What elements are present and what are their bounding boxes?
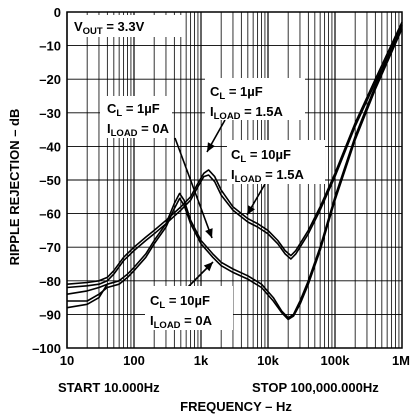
- x-axis-label: FREQUENCY – Hz: [180, 399, 292, 414]
- annotation-pointer: [174, 137, 213, 239]
- annotation-box: [227, 140, 325, 184]
- curves: [66, 21, 403, 321]
- x-tick-label: 100: [123, 353, 145, 368]
- stop-frequency-label: STOP 100,000.000Hz: [252, 380, 379, 395]
- y-tick-label: –30: [39, 106, 61, 121]
- x-tick-label: 1k: [194, 353, 209, 368]
- x-tick-label: 10k: [257, 353, 279, 368]
- y-axis-label: RIPPLE REJECTION – dB: [7, 109, 22, 266]
- start-frequency-label: START 10.000Hz: [58, 380, 160, 395]
- series-line-3: [66, 25, 403, 319]
- x-tick-label: 10: [60, 353, 74, 368]
- y-tick-label: –100: [32, 341, 61, 356]
- plot-frame: [66, 11, 403, 349]
- y-tick-label: –80: [39, 274, 61, 289]
- annotation-arrowhead: [205, 228, 213, 238]
- annotation-3-cl: CL = 10µF: [231, 147, 291, 165]
- annotation-pointers: [174, 119, 266, 291]
- y-tick-label: –70: [39, 240, 61, 255]
- vout-label: VOUT = 3.3V: [74, 19, 145, 37]
- annotation-box: [100, 96, 172, 138]
- x-tick-label: 1M: [392, 353, 410, 368]
- y-tick-label: –50: [39, 173, 61, 188]
- annotation-arrowhead: [207, 142, 215, 152]
- annotation-4-cl: CL = 10µF: [150, 293, 210, 311]
- annotation-box: [145, 286, 233, 330]
- y-tick-label: –10: [39, 39, 61, 54]
- y-tick-label: –40: [39, 139, 61, 154]
- x-tick-label: 100k: [321, 353, 351, 368]
- vout-box: [70, 15, 182, 37]
- annotation-arrowhead: [247, 205, 255, 215]
- series-line-1: [66, 21, 403, 285]
- y-tick-label: –90: [39, 307, 61, 322]
- series-line-5: [66, 283, 108, 309]
- y-tick-labels: 0 –10 –20 –30 –40 –50 –60 –70 –80 –90 –100: [32, 5, 61, 356]
- annotation-arrowhead: [203, 262, 213, 272]
- y-tick-label: –60: [39, 207, 61, 222]
- series-line-4: [67, 28, 403, 321]
- y-tick-label: –20: [39, 72, 61, 87]
- y-tick-label: 0: [54, 5, 61, 20]
- series-line-2: [66, 25, 403, 289]
- annotation-box: [205, 78, 305, 120]
- x-tick-labels: 10 100 1k 10k 100k 1M: [60, 353, 410, 368]
